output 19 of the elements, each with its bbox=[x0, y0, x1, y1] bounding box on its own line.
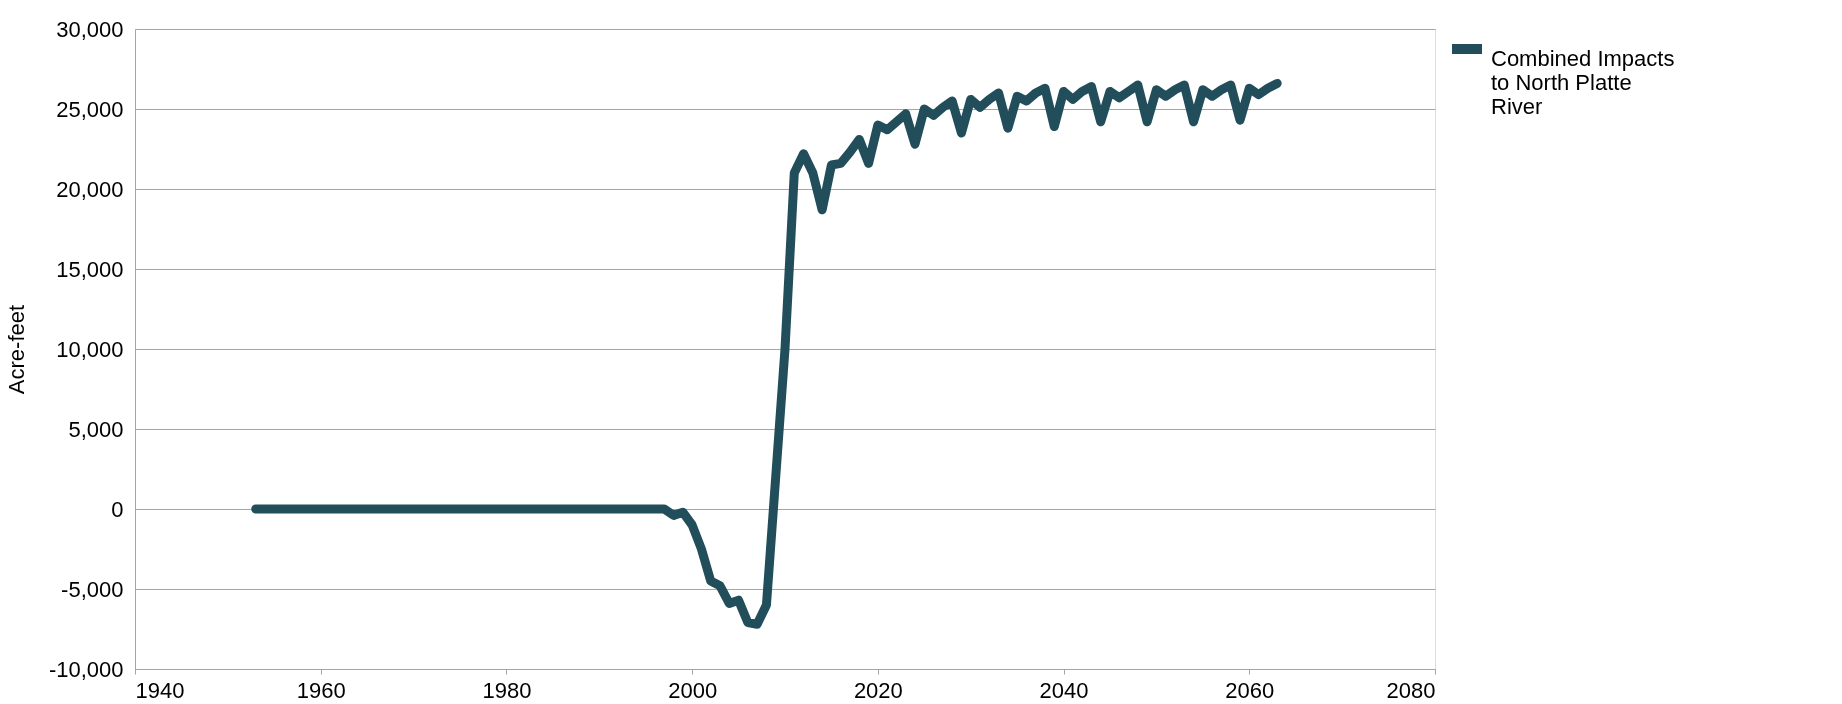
legend-label: Combined Impacts to North Platte River bbox=[1491, 46, 1675, 119]
y-tick-label: -10,000 bbox=[48, 656, 124, 682]
x-tick-label: 2040 bbox=[1039, 677, 1089, 703]
y-tick-label: 0 bbox=[111, 496, 124, 522]
y-tick-label: 5,000 bbox=[68, 416, 124, 442]
y-axis-title: Acre-feet bbox=[3, 304, 29, 395]
x-tick-label: 1980 bbox=[482, 677, 532, 703]
y-tick-label: -5,000 bbox=[61, 576, 124, 602]
y-tick-label: 20,000 bbox=[56, 176, 124, 202]
y-tick-label: 15,000 bbox=[56, 256, 124, 282]
x-tick-label: 2060 bbox=[1225, 677, 1275, 703]
y-tick-label: 30,000 bbox=[56, 16, 124, 42]
x-tick-label: 1960 bbox=[296, 677, 346, 703]
x-tick-label: 2020 bbox=[853, 677, 903, 703]
y-tick-label: 25,000 bbox=[56, 96, 124, 122]
y-tick-label: 10,000 bbox=[56, 336, 124, 362]
x-tick-label: 2000 bbox=[668, 677, 718, 703]
x-tick-label: 2080 bbox=[1386, 677, 1436, 703]
x-tick-label: 1940 bbox=[135, 677, 185, 703]
